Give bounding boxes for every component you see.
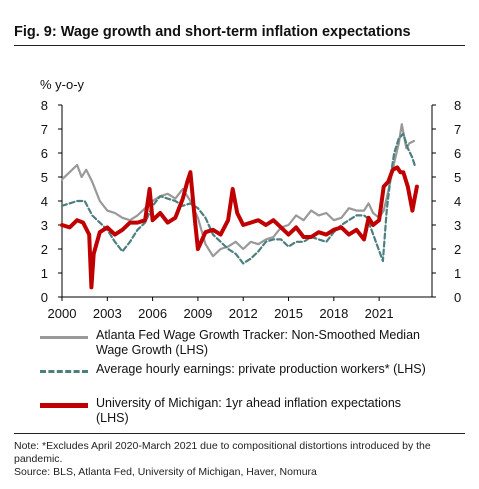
- y-tick-label-left: 6: [41, 146, 48, 161]
- y-unit-label: % y-o-y: [40, 77, 85, 92]
- y-tick-label-left: 2: [41, 242, 48, 257]
- y-tick-label-left: 3: [41, 218, 48, 233]
- y-tick-label-left: 7: [41, 122, 48, 137]
- x-tick-label: 2006: [138, 306, 167, 321]
- footnote: Note: *Excludes April 2020-March 2021 du…: [14, 440, 469, 479]
- legend-label-atlanta: Atlanta Fed Wage Growth Tracker: Non-Smo…: [96, 328, 420, 357]
- y-tick-label-right: 8: [454, 98, 461, 113]
- series-line-avg-hourly-earnings: [60, 132, 417, 265]
- note-text: Note: *Excludes April 2020-March 2021 du…: [14, 440, 431, 465]
- x-tick-label: 2021: [365, 306, 394, 321]
- legend-swatch-umich: [40, 403, 88, 408]
- y-tick-label-left: 0: [41, 290, 48, 305]
- y-tick-label-right: 4: [454, 194, 461, 209]
- source-text: Source: BLS, Atlanta Fed, University of …: [14, 466, 317, 478]
- y-tick-label-left: 1: [41, 266, 48, 281]
- legend-swatch-atlanta: [40, 336, 88, 339]
- x-tick-label: 2015: [274, 306, 303, 321]
- series-line-umich-expectations: [60, 165, 419, 290]
- x-tick-label: 2009: [183, 306, 212, 321]
- y-tick-label-right: 2: [454, 242, 461, 257]
- y-tick-label-right: 5: [454, 170, 461, 185]
- series-line-atlanta-fed-wage: [60, 123, 415, 258]
- y-tick-label-right: 0: [454, 290, 461, 305]
- y-tick-label-right: 6: [454, 146, 461, 161]
- figure-title: Fig. 9: Wage growth and short-term infla…: [14, 24, 411, 40]
- legend-label-umich: University of Michigan: 1yr ahead inflat…: [96, 396, 402, 425]
- x-tick-label: 2000: [48, 306, 77, 321]
- y-tick-label-right: 7: [454, 122, 461, 137]
- title-rule: [14, 45, 465, 46]
- x-tick-label: 2018: [319, 306, 348, 321]
- y-tick-label-left: 8: [41, 98, 48, 113]
- x-tick-label: 2003: [93, 306, 122, 321]
- legend-swatch-ahe: [40, 370, 88, 373]
- y-tick-label-left: 4: [41, 194, 48, 209]
- y-tick-label-right: 1: [454, 266, 461, 281]
- note-rule: [14, 433, 465, 434]
- series-lines: [60, 123, 419, 290]
- axes: 0 0 1 1 2 2 3 3 4 4 5 5 6 6 7 7 8 8 2000 2003 2006 2009 2012 20…: [41, 98, 461, 321]
- x-tick-label: 2012: [229, 306, 258, 321]
- y-tick-label-left: 5: [41, 170, 48, 185]
- y-tick-label-right: 3: [454, 218, 461, 233]
- legend-label-ahe: Average hourly earnings: private product…: [96, 362, 426, 376]
